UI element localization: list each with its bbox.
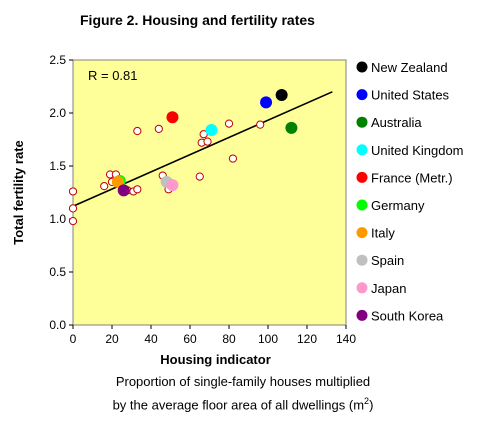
x-tick-label: 120 — [297, 332, 317, 346]
caption-line-1: Proportion of single-family houses multi… — [115, 374, 371, 389]
highlight-point — [205, 123, 218, 136]
legend-label: Japan — [371, 281, 406, 296]
legend-marker — [356, 309, 368, 321]
caption-line-2: by the average floor area of all dwellin… — [0, 396, 486, 412]
highlight-point — [166, 111, 179, 124]
legend-marker — [356, 199, 368, 211]
data-point — [228, 154, 237, 163]
legend-label: France (Metr.) — [371, 170, 453, 185]
highlight-point — [285, 121, 298, 134]
legend-marker — [356, 144, 368, 156]
legend-marker — [356, 254, 368, 266]
data-point — [154, 124, 163, 133]
x-tick-label: 60 — [183, 332, 197, 346]
x-tick-label: 20 — [105, 332, 119, 346]
data-point — [68, 217, 78, 226]
axis-ticks: 0 20 40 60 80 100 120 140 0.0 0.5 1.0 1.5 2.0 2.5 — [49, 53, 356, 346]
x-tick-label: 140 — [336, 332, 356, 346]
data-point — [68, 204, 78, 213]
chart-title: Figure 2. Housing and fertility rates — [80, 12, 315, 28]
legend-marker — [356, 227, 368, 239]
data-point — [195, 172, 204, 181]
legend-label: South Korea — [371, 308, 444, 323]
legend-marker — [356, 89, 368, 101]
y-tick-label: 1.5 — [49, 159, 66, 173]
x-axis-title: Housing indicator — [160, 352, 271, 367]
caption-superscript: 2 — [364, 396, 370, 406]
highlight-point — [166, 179, 179, 192]
highlight-point — [111, 175, 124, 188]
x-tick-label: 40 — [144, 332, 158, 346]
data-point — [100, 182, 109, 191]
x-tick-label: 80 — [222, 332, 236, 346]
legend-label: Australia — [371, 115, 422, 130]
y-axis-title: Total fertility rate — [11, 140, 26, 245]
legend-marker — [356, 116, 368, 128]
data-point — [68, 187, 78, 196]
legend-label: Italy — [371, 226, 395, 241]
data-points — [68, 88, 298, 226]
highlight-point — [117, 184, 130, 197]
data-point — [203, 137, 212, 146]
legend-marker — [356, 171, 368, 183]
y-tick-label: 2.5 — [49, 53, 66, 67]
highlight-point — [275, 88, 288, 101]
caption-line-2-end: ) — [369, 397, 374, 413]
data-point — [256, 120, 265, 129]
highlight-point — [260, 96, 273, 109]
caption-line-2-text: by the average floor area of all dwellin… — [112, 397, 365, 413]
legend-label: United Kingdom — [371, 143, 464, 158]
x-tick-label: 100 — [258, 332, 278, 346]
data-point — [224, 119, 234, 128]
legend: New Zealand United States Australia United … — [356, 60, 464, 323]
y-tick-label: 0.5 — [49, 265, 66, 279]
legend-marker — [356, 61, 368, 73]
plot-area — [72, 59, 347, 326]
legend-label: Germany — [371, 198, 425, 213]
legend-label: Spain — [371, 253, 404, 268]
y-tick-label: 1.0 — [49, 212, 66, 226]
data-point — [133, 126, 142, 136]
legend-label: United States — [371, 88, 450, 103]
legend-label: New Zealand — [371, 60, 448, 75]
data-point — [133, 185, 142, 194]
y-tick-label: 2.0 — [49, 106, 66, 120]
r-annotation: R = 0.81 — [88, 68, 138, 83]
y-tick-label: 0.0 — [49, 318, 66, 332]
x-tick-label: 0 — [70, 332, 77, 346]
legend-marker — [356, 282, 368, 294]
